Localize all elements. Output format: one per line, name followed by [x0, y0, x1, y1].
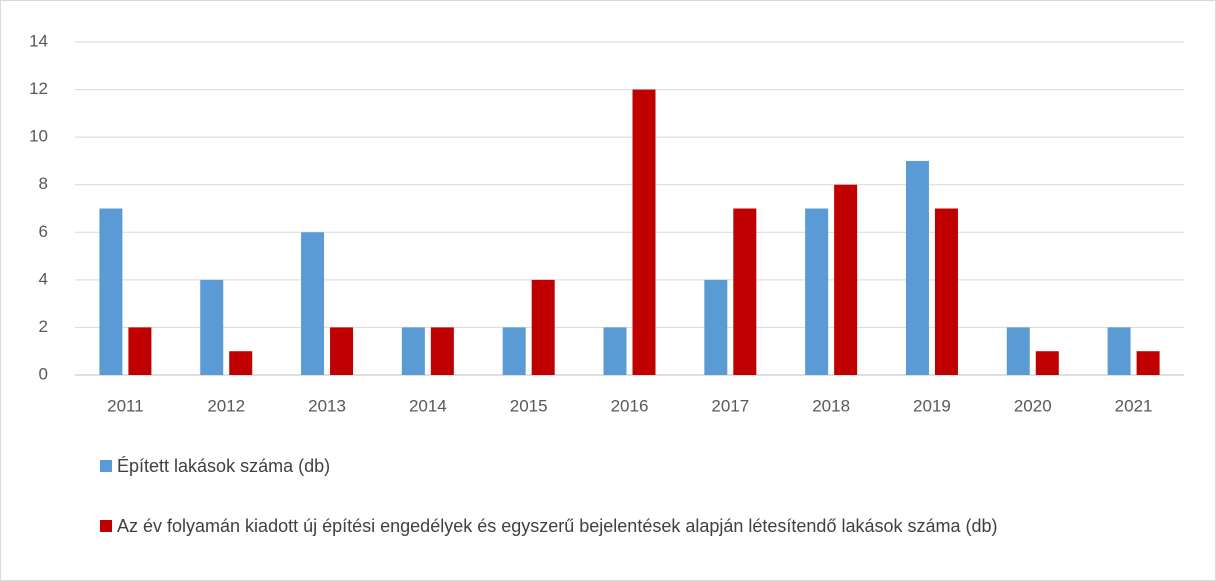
y-tick-label: 4: [39, 269, 48, 288]
bar: [502, 327, 526, 375]
bar: [229, 351, 253, 375]
bar: [704, 279, 728, 375]
x-tick-label: 2016: [611, 396, 649, 415]
bar: [1107, 327, 1131, 375]
legend-label: Az év folyamán kiadott új építési engedé…: [117, 516, 998, 536]
bar: [99, 208, 123, 375]
x-tick-label: 2021: [1115, 396, 1153, 415]
bar: [805, 208, 829, 375]
bar: [330, 327, 354, 375]
y-tick-label: 0: [39, 364, 48, 383]
bar: [128, 327, 152, 375]
legend-swatch: [100, 520, 112, 532]
legend-item: Az év folyamán kiadott új építési engedé…: [100, 514, 1160, 538]
x-tick-label: 2013: [308, 396, 346, 415]
bar: [733, 208, 757, 375]
bar: [531, 279, 555, 375]
bar: [1006, 327, 1030, 375]
y-tick-label: 10: [29, 127, 48, 146]
bar: [200, 279, 224, 375]
bar: [1035, 351, 1059, 375]
legend-label: Épített lakások száma (db): [117, 456, 331, 476]
bar: [934, 208, 958, 375]
x-tick-label: 2011: [107, 396, 144, 415]
x-tick-label: 2020: [1014, 396, 1052, 415]
bar: [632, 89, 656, 376]
bar: [834, 184, 858, 375]
bar: [401, 327, 425, 375]
x-tick-label: 2019: [913, 396, 951, 415]
y-tick-label: 6: [39, 222, 48, 241]
bar: [301, 232, 325, 375]
y-tick-label: 8: [39, 174, 48, 193]
y-tick-label: 2: [39, 317, 48, 336]
bar: [1136, 351, 1160, 375]
bar: [905, 160, 929, 375]
legend-item: Épített lakások száma (db): [100, 454, 1160, 478]
legend-swatch: [100, 460, 112, 472]
y-tick-label: 12: [29, 79, 48, 98]
x-tick-label: 2018: [812, 396, 850, 415]
bar: [430, 327, 454, 375]
x-tick-label: 2015: [510, 396, 548, 415]
bar: [603, 327, 627, 375]
y-tick-label: 14: [29, 31, 48, 50]
x-tick-label: 2014: [409, 396, 447, 415]
x-tick-label: 2012: [207, 396, 245, 415]
x-tick-label: 2017: [711, 396, 749, 415]
